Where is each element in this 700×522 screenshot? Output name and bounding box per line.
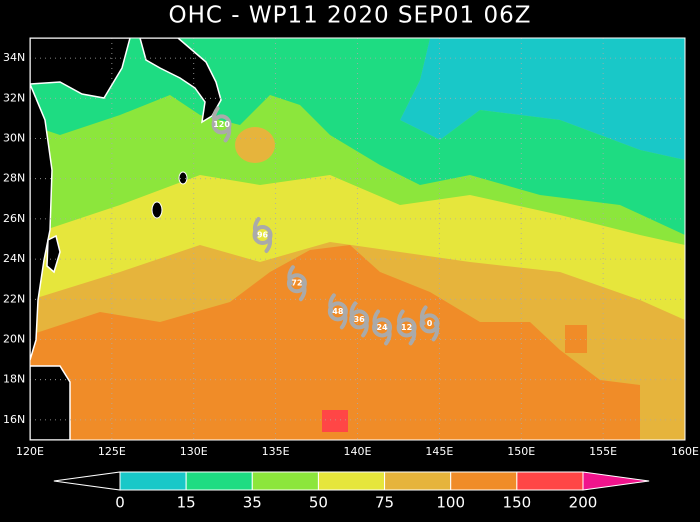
- colorbar-segment: [251, 471, 319, 491]
- track-label: 24: [376, 323, 388, 332]
- lon-tick-label: 135E: [262, 445, 290, 458]
- colorbar-segment: [384, 471, 452, 491]
- track-point: 48: [327, 293, 348, 330]
- lat-tick-label: 16N: [3, 413, 25, 426]
- graticule: 120E 125E 130E 135E 140E 145E 150E 155E 160E 16N 1…: [3, 38, 699, 458]
- track-point: 120: [211, 106, 232, 143]
- lat-tick-label: 22N: [3, 292, 25, 305]
- lon-tick-label: 140E: [344, 445, 372, 458]
- track-label: 72: [291, 279, 302, 288]
- lat-tick-label: 32N: [3, 91, 25, 104]
- colorbar: 0 15 35 50 75 100 150 200: [53, 471, 650, 512]
- track-label: 0: [427, 319, 433, 328]
- storm-center: [396, 317, 417, 338]
- track-label: 120: [213, 120, 230, 129]
- colorbar-segment: [185, 471, 253, 491]
- colorbar-label: 150: [503, 494, 532, 512]
- map-frame: [29, 37, 686, 441]
- colorbar-over: [582, 471, 650, 491]
- colorbar-segment: [450, 471, 518, 491]
- colorbar-label: 50: [309, 494, 328, 512]
- track-label: 96: [257, 230, 269, 239]
- lat-tick-label: 34N: [3, 51, 25, 64]
- colorbar-label: 0: [115, 494, 125, 512]
- colorbar-label: 100: [436, 494, 465, 512]
- track-label: 48: [332, 307, 344, 316]
- storm-center: [419, 313, 440, 334]
- storm-center: [349, 309, 370, 330]
- storm-center: [372, 317, 393, 338]
- colorbar-label: 200: [569, 494, 598, 512]
- track-point: 24: [372, 309, 393, 346]
- lat-tick-label: 24N: [3, 252, 25, 265]
- lat-tick-label: 28N: [3, 172, 25, 185]
- colorbar-segment: [119, 471, 187, 491]
- lon-tick-label: 155E: [589, 445, 617, 458]
- forecast-track: 0 12 24 36 48 72 96 120: [211, 106, 440, 346]
- colorbar-under: [53, 471, 121, 491]
- storm-center: [327, 301, 348, 322]
- title: OHC - WP11 2020 SEP01 06Z: [168, 3, 531, 29]
- track-point: 36: [349, 301, 370, 338]
- track-point: 96: [252, 216, 273, 253]
- lon-tick-label: 130E: [180, 445, 208, 458]
- colorbar-label: 15: [177, 494, 196, 512]
- lat-tick-label: 26N: [3, 212, 25, 225]
- lon-tick-label: 150E: [507, 445, 535, 458]
- colorbar-segment: [516, 471, 584, 491]
- track-point: 72: [286, 265, 307, 302]
- lat-tick-label: 20N: [3, 333, 25, 346]
- lon-tick-label: 160E: [671, 445, 699, 458]
- track-label: 36: [354, 315, 366, 324]
- colorbar-label: 35: [243, 494, 262, 512]
- lon-tick-label: 145E: [425, 445, 453, 458]
- colorbar-segment: [317, 471, 386, 491]
- storm-center: [252, 224, 273, 245]
- lon-tick-label: 120E: [16, 445, 44, 458]
- lat-tick-label: 30N: [3, 132, 25, 145]
- track-point: 12: [396, 309, 417, 346]
- lat-tick-label: 18N: [3, 373, 25, 386]
- storm-center: [286, 273, 307, 294]
- colorbar-label: 75: [375, 494, 394, 512]
- lon-tick-label: 125E: [98, 445, 126, 458]
- storm-center: [211, 114, 232, 135]
- track-label: 12: [401, 323, 412, 332]
- track-point: 0: [419, 305, 440, 342]
